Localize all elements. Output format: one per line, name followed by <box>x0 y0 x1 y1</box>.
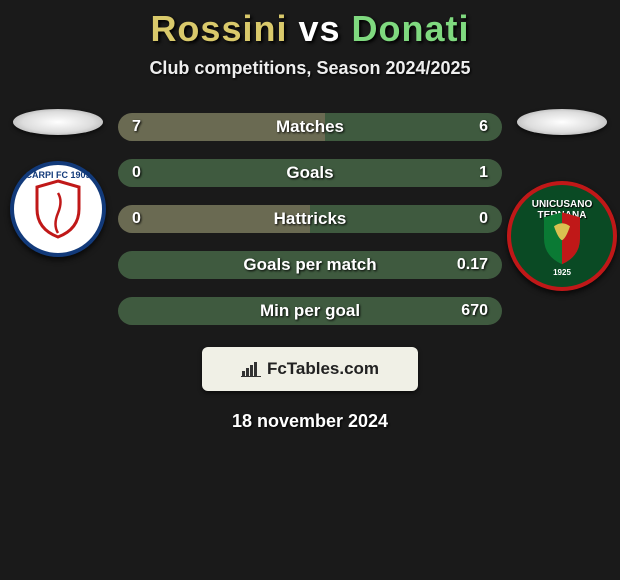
badge-right-year: 1925 <box>553 268 571 277</box>
shield-icon <box>540 210 584 266</box>
stat-row: 0 Hattricks 0 <box>118 205 502 233</box>
bar-chart-icon <box>241 361 261 377</box>
shadow-ellipse-right <box>517 109 607 135</box>
main-row: CARPI FC 1909 7 Matches 6 0 Goals 1 0 Hattricks… <box>0 109 620 325</box>
fctables-label: FcTables.com <box>267 359 379 379</box>
stat-row: 0 Goals 1 <box>118 159 502 187</box>
team-badge-left: CARPI FC 1909 <box>10 161 106 257</box>
player2-name: Donati <box>352 8 470 49</box>
stat-bar-right <box>325 113 502 141</box>
team-badge-right: UNICUSANO TERNANA 1925 <box>507 181 617 291</box>
player1-name: Rossini <box>150 8 287 49</box>
shadow-ellipse-left <box>13 109 103 135</box>
vs-label: vs <box>298 8 340 49</box>
stat-value-right: 0.17 <box>457 256 488 274</box>
date-label: 18 november 2024 <box>0 411 620 432</box>
stat-value-left: 0 <box>132 164 141 182</box>
subtitle: Club competitions, Season 2024/2025 <box>0 58 620 79</box>
stat-value-right: 0 <box>479 210 488 228</box>
stat-label: Min per goal <box>260 301 360 321</box>
stat-label: Goals <box>286 163 333 183</box>
stat-value-right: 6 <box>479 118 488 136</box>
badge-right-line1: UNICUSANO <box>532 199 593 210</box>
fctables-attribution[interactable]: FcTables.com <box>202 347 418 391</box>
stat-value-right: 670 <box>461 302 488 320</box>
stat-value-right: 1 <box>479 164 488 182</box>
stat-label: Hattricks <box>274 209 347 229</box>
stat-label: Goals per match <box>243 255 376 275</box>
stat-row: Min per goal 670 <box>118 297 502 325</box>
comparison-card: Rossini vs Donati Club competitions, Sea… <box>0 0 620 432</box>
page-title: Rossini vs Donati <box>0 8 620 50</box>
stat-value-left: 7 <box>132 118 141 136</box>
stat-value-left: 0 <box>132 210 141 228</box>
stat-row: Goals per match 0.17 <box>118 251 502 279</box>
stats-bars: 7 Matches 6 0 Goals 1 0 Hattricks 0 Goals per mat… <box>118 109 502 325</box>
stat-label: Matches <box>276 117 344 137</box>
stat-row: 7 Matches 6 <box>118 113 502 141</box>
shield-icon <box>33 179 83 239</box>
right-side: UNICUSANO TERNANA 1925 <box>512 109 612 291</box>
left-side: CARPI FC 1909 <box>8 109 108 257</box>
